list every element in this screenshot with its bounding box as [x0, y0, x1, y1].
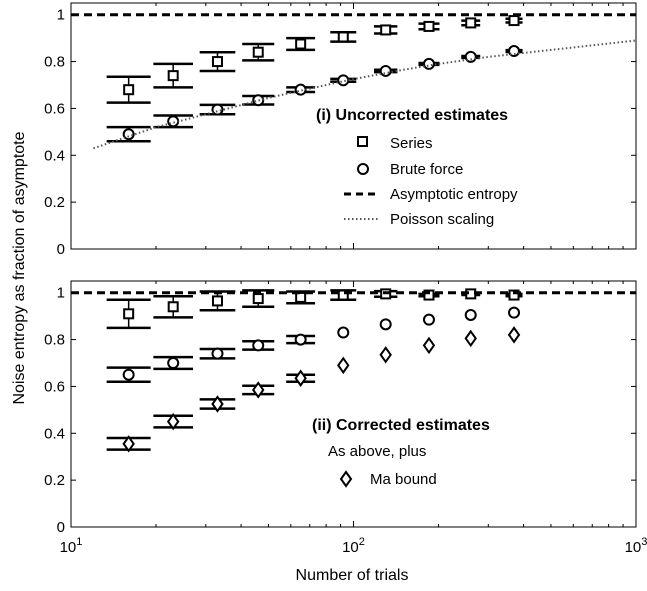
top-legend-title: (i) Uncorrected estimates — [316, 107, 508, 124]
point-ma-bound — [337, 356, 350, 375]
bottom-axes: 0 0.2 0.4 0.6 0.8 1 101 102 103 — [44, 280, 647, 556]
point-brute-force — [122, 128, 135, 141]
y-axis-label: Noise entropy as fraction of asymptote — [11, 131, 28, 404]
y-tick-label: 0.8 — [44, 332, 65, 349]
point-ma-bound — [379, 346, 392, 364]
y-tick-label: 0.6 — [44, 100, 65, 117]
bottom-legend-title: (ii) Corrected estimates — [312, 417, 490, 434]
point-brute-force — [211, 347, 224, 360]
y-tick-label: 0.4 — [44, 147, 65, 164]
point-ma-bound — [166, 412, 180, 431]
point-brute-force — [422, 313, 435, 326]
point-brute-force — [167, 357, 180, 369]
point-brute-force — [379, 318, 392, 331]
point-brute-force — [337, 74, 350, 87]
x-tick-label: 103 — [625, 536, 647, 556]
y-tick-label: 0.8 — [44, 54, 65, 71]
point-series — [252, 46, 264, 58]
point-series — [211, 295, 223, 307]
y-tick-label: 0 — [57, 241, 65, 258]
point-series — [423, 20, 435, 32]
point-series — [252, 293, 264, 305]
point-series — [508, 15, 520, 27]
point-series — [465, 17, 477, 29]
point-brute-force — [508, 306, 521, 319]
panel-corrected: 0 0.2 0.4 0.6 0.8 1 101 102 103 (ii) Corrected e… — [44, 280, 647, 556]
point-brute-force — [211, 103, 224, 116]
point-ma-bound — [422, 336, 436, 355]
y-tick-label: 0.6 — [44, 378, 65, 395]
point-brute-force — [379, 64, 392, 77]
series-line-poisson-scaling — [93, 39, 636, 150]
point-brute-force — [294, 83, 307, 96]
y-tick-label: 0.2 — [44, 194, 65, 211]
point-ma-bound — [507, 326, 521, 344]
point-series — [123, 84, 135, 96]
point-series — [423, 289, 435, 301]
y-tick-label: 1 — [57, 285, 65, 302]
point-ma-bound — [122, 435, 135, 453]
bottom-legend: (ii) Corrected estimates As above, plus … — [312, 417, 490, 488]
point-series — [508, 289, 520, 301]
point-ma-bound — [464, 329, 477, 348]
point-brute-force — [337, 326, 350, 339]
top-series-layer — [71, 13, 636, 150]
series-group — [71, 288, 636, 453]
point-ma-bound — [294, 369, 307, 387]
point-brute-force — [294, 333, 307, 346]
x-tick-label: 102 — [342, 536, 365, 556]
bottom-series-layer — [71, 288, 636, 453]
point-series — [380, 24, 392, 36]
point-series — [211, 56, 223, 68]
point-series — [123, 308, 135, 320]
point-series — [295, 291, 307, 303]
point-series — [295, 38, 307, 50]
top-legend: (i) Uncorrected estimates Series Brute f… — [316, 107, 518, 228]
y-tick-label: 1 — [57, 7, 65, 24]
bottom-legend-subtitle: As above, plus — [328, 443, 426, 460]
point-series — [167, 70, 179, 82]
legend-label-series: Series — [390, 135, 433, 152]
x-axis-label: Number of trials — [296, 567, 409, 584]
point-brute-force — [252, 339, 265, 352]
legend-label-brute-force: Brute force — [390, 161, 463, 178]
point-brute-force — [422, 57, 435, 70]
point-brute-force — [122, 368, 135, 381]
point-ma-bound — [211, 395, 224, 413]
point-series — [337, 289, 349, 301]
legend-circle-icon — [357, 163, 369, 175]
legend-diamond-icon — [339, 470, 353, 488]
point-brute-force — [252, 94, 265, 107]
legend-square-icon — [357, 136, 368, 147]
point-brute-force — [167, 115, 180, 128]
point-series — [337, 31, 349, 43]
point-series — [167, 301, 179, 313]
point-brute-force — [464, 50, 477, 63]
series-group — [71, 13, 636, 150]
y-tick-label: 0.4 — [44, 425, 65, 442]
legend-label-ma-bound: Ma bound — [370, 471, 437, 488]
legend-label-asymptotic: Asymptotic entropy — [390, 186, 518, 203]
top-axes: 0 0.2 0.4 0.6 0.8 1 — [44, 2, 637, 258]
y-tick-label: 0 — [57, 519, 65, 536]
legend-label-poisson: Poisson scaling — [390, 211, 494, 228]
point-ma-bound — [252, 381, 265, 399]
y-tick-label: 0.2 — [44, 472, 65, 489]
panel-uncorrected: 0 0.2 0.4 0.6 0.8 1 (i) Uncorrected estimates… — [44, 2, 637, 258]
x-tick-label: 101 — [60, 536, 83, 556]
point-brute-force — [464, 308, 477, 321]
